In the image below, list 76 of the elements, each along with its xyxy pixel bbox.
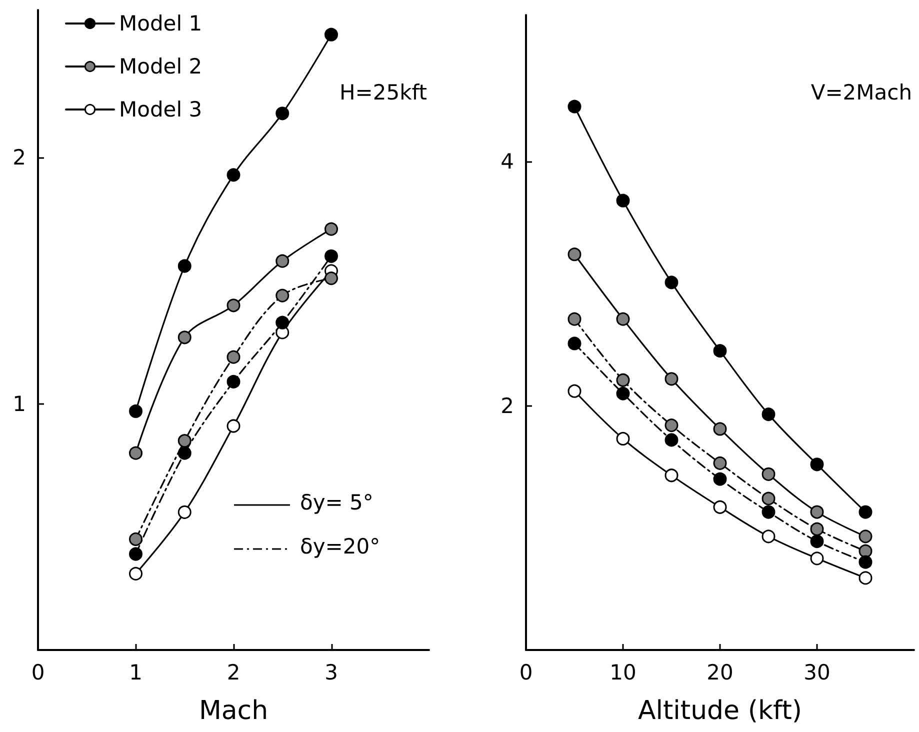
point xyxy=(129,566,142,580)
point xyxy=(664,372,678,386)
point xyxy=(568,100,582,114)
point xyxy=(276,316,290,330)
point xyxy=(664,468,678,482)
annotation: δy= 5° xyxy=(300,490,374,514)
point xyxy=(664,433,678,447)
point xyxy=(178,434,192,448)
point xyxy=(226,350,240,364)
point xyxy=(713,500,727,514)
point xyxy=(276,254,290,268)
legend-label: Model 1 xyxy=(119,12,202,36)
x-tick-label: 3 xyxy=(324,660,338,684)
point xyxy=(762,530,776,544)
x-axis-title: Mach xyxy=(198,696,268,726)
point xyxy=(324,222,338,236)
x-tick-label: 20 xyxy=(706,660,734,684)
x-tick-label: 30 xyxy=(804,660,830,684)
point xyxy=(810,552,824,566)
point xyxy=(713,472,727,486)
point xyxy=(129,404,142,418)
point xyxy=(616,373,630,387)
point xyxy=(858,505,872,519)
point xyxy=(129,532,142,546)
point xyxy=(810,505,824,519)
legend-label: Model 3 xyxy=(119,98,202,122)
point xyxy=(568,336,582,350)
annotation: δy=20° xyxy=(300,534,380,558)
annotation: V=2Mach xyxy=(810,80,912,104)
point xyxy=(129,446,142,460)
legend-label: Model 2 xyxy=(119,54,202,78)
point xyxy=(664,276,678,290)
point xyxy=(616,194,630,208)
y-tick-label: 4 xyxy=(500,150,514,174)
point xyxy=(616,386,630,400)
point xyxy=(568,384,582,398)
point xyxy=(178,446,192,460)
point xyxy=(762,492,776,506)
point xyxy=(713,422,727,436)
point xyxy=(276,106,290,120)
point xyxy=(762,505,776,519)
point xyxy=(858,530,872,544)
point xyxy=(762,467,776,481)
point xyxy=(276,288,290,302)
annotation: H=25kft xyxy=(339,80,428,104)
point xyxy=(324,249,338,263)
point xyxy=(762,408,776,422)
point xyxy=(568,248,582,262)
x-tick-label: 2 xyxy=(226,660,240,684)
point xyxy=(858,555,872,569)
point xyxy=(568,312,582,326)
point xyxy=(810,522,824,536)
point xyxy=(664,418,678,432)
point xyxy=(858,544,872,558)
point xyxy=(226,298,240,312)
point xyxy=(226,419,240,433)
x-tick-label: 0 xyxy=(519,660,533,684)
point xyxy=(810,458,824,472)
point xyxy=(324,272,338,286)
point xyxy=(858,571,872,585)
point xyxy=(713,344,727,358)
x-tick-label: 0 xyxy=(31,660,45,684)
x-tick-label: 1 xyxy=(129,660,142,684)
point xyxy=(226,168,240,182)
point xyxy=(616,312,630,326)
point xyxy=(226,374,240,388)
point xyxy=(810,534,824,548)
point xyxy=(616,432,630,446)
point xyxy=(178,259,192,273)
x-axis-title: Altitude (kft) xyxy=(638,696,802,726)
x-tick-label: 10 xyxy=(610,660,636,684)
point xyxy=(129,547,142,561)
point xyxy=(713,456,727,470)
point xyxy=(178,505,192,519)
point xyxy=(324,28,338,42)
point xyxy=(178,330,192,344)
